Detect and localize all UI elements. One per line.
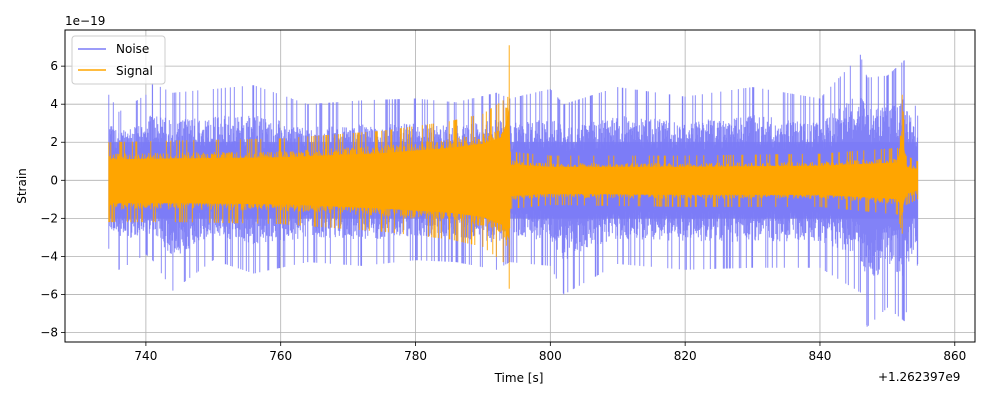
y-axis-label: Strain	[15, 168, 29, 204]
legend-signal-label: Signal	[116, 64, 153, 78]
x-axis-ticks: 740 760 780 800 820 840 860	[134, 342, 966, 363]
y-tick-label: 6	[50, 59, 58, 73]
series-core	[108, 108, 917, 239]
x-tick-label: 780	[404, 349, 427, 363]
x-tick-label: 820	[674, 349, 697, 363]
legend-noise-label: Noise	[116, 42, 149, 56]
plot-area	[108, 45, 919, 327]
y-tick-label: 0	[50, 173, 58, 187]
y-tick-label: −8	[40, 325, 58, 339]
x-axis-label: Time [s]	[494, 371, 544, 385]
x-offset-label: +1.262397e9	[878, 370, 960, 384]
y-tick-label: −6	[40, 287, 58, 301]
y-tick-label: 2	[50, 135, 58, 149]
y-tick-label: 4	[50, 97, 58, 111]
legend-box	[71, 35, 166, 85]
x-tick-label: 860	[943, 349, 966, 363]
x-tick-label: 840	[809, 349, 832, 363]
x-tick-label: 800	[539, 349, 562, 363]
x-tick-label: 760	[269, 349, 292, 363]
x-tick-label: 740	[134, 349, 157, 363]
y-tick-label: −2	[40, 211, 58, 225]
y-axis-ticks: −8 −6 −4 −2 0 2 4 6	[40, 59, 65, 339]
axes-frame	[64, 29, 976, 343]
y-tick-label: −4	[40, 249, 58, 263]
legend: Noise Signal	[71, 35, 166, 85]
y-multiplier-label: 1e−19	[65, 14, 105, 28]
series-signal	[108, 45, 919, 289]
